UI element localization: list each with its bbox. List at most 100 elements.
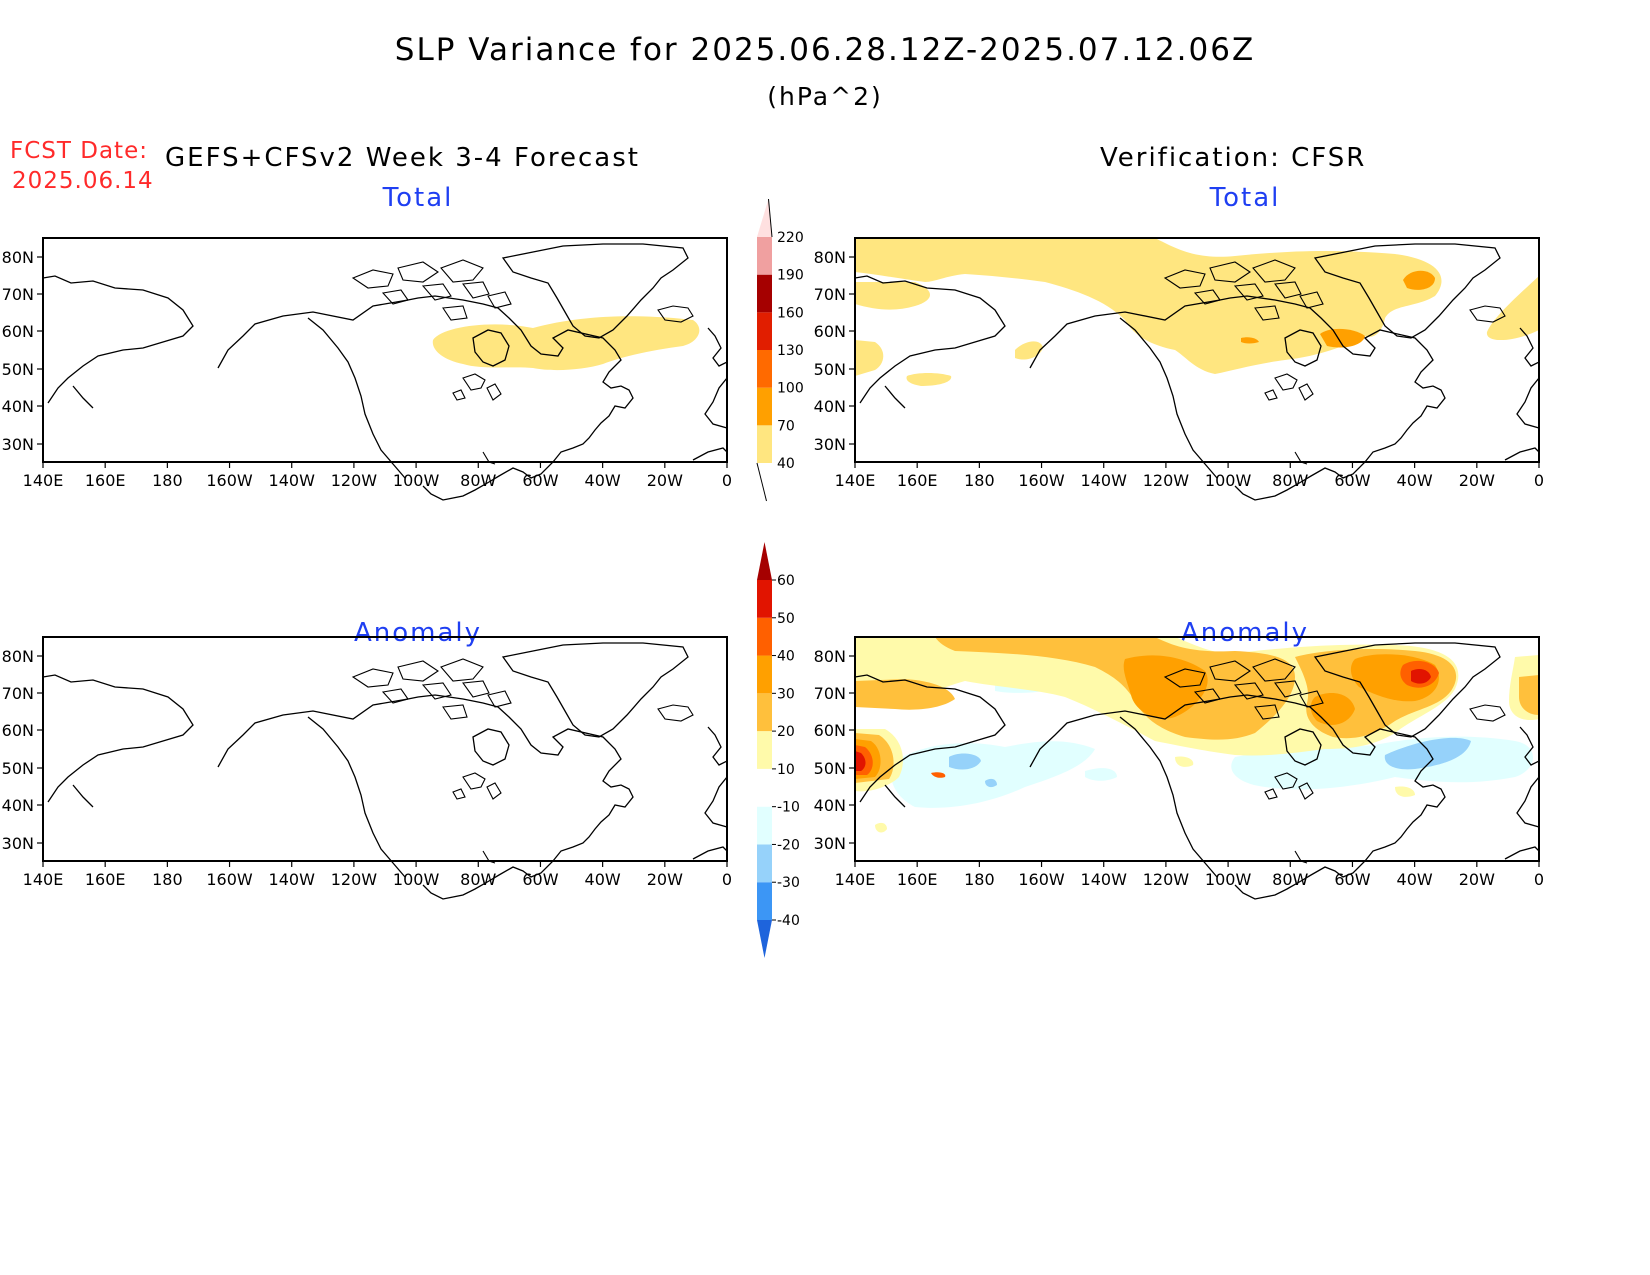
verification-anomaly-title: Anomaly [1180,618,1310,648]
lat-tick-label: 50N [814,360,846,379]
lat-tick-label: 40N [2,397,34,416]
lon-tick-label: 160E [85,471,126,490]
forecast-heading: GEFS+CFSv2 Week 3-4 Forecast [165,143,640,173]
anomaly-negative-5 [949,753,981,770]
lon-tick-label: 160W [206,471,253,490]
colorbar-segment [757,350,772,388]
lon-tick-label: 180 [152,870,183,889]
verification-total-max-3 [1241,337,1259,344]
colorbar-segment [757,425,772,463]
colorbar-segment [757,237,772,275]
lat-tick-label: 80N [2,248,34,267]
lon-tick-label: 40W [585,870,621,889]
lon-tick-label: 0 [722,870,732,889]
colorbar-segment [757,580,772,618]
colorbar-tick-label: 40 [777,456,795,472]
anomaly-positive-20 [935,637,1295,740]
anomaly-colorbar-top-arrow [757,542,772,580]
lon-tick-label: 0 [1534,870,1544,889]
colorbar-segment [757,617,772,656]
lon-tick-label: 140E [23,471,64,490]
verification-total-panel [854,237,1540,501]
lon-tick-label: 0 [722,471,732,490]
forecast-anomaly-title: Anomaly [353,618,483,648]
colorbar-segment [757,693,772,732]
colorbar-tick-label: -40 [777,913,800,929]
lon-tick-label: 20W [647,870,683,889]
lat-tick-label: 80N [814,647,846,666]
lon-tick-label: 180 [964,471,995,490]
lon-tick-label: 100W [393,870,440,889]
anomaly-positive-15 [1175,756,1194,767]
lat-tick-label: 40N [2,796,34,815]
colorbar-segment [757,844,772,883]
lat-tick-label: 30N [2,834,34,853]
lon-tick-label: 40W [1397,471,1433,490]
lat-tick-label: 60N [2,721,34,740]
lat-tick-label: 60N [814,322,846,341]
lon-tick-label: 60W [522,870,558,889]
lon-tick-label: 60W [1334,870,1370,889]
anomaly-positive-51 [855,751,866,771]
anomaly-positive-50 [1411,669,1431,684]
lon-tick-label: 20W [1459,471,1495,490]
forecast-anomaly-panel [42,636,728,900]
verification-total-contour-4 [906,373,952,386]
lon-tick-label: 80W [1272,870,1308,889]
lon-tick-label: 120W [1143,870,1190,889]
lon-tick-label: 100W [1205,471,1252,490]
lon-tick-label: 140W [1081,471,1128,490]
lon-tick-label: 120W [331,471,378,490]
anomaly-positive-small [931,772,946,778]
lon-tick-label: 160W [206,870,253,889]
lat-tick-label: 70N [814,285,846,304]
lon-tick-label: 0 [1534,471,1544,490]
total-colorbar: 40 70 100 130 160 190 220 [756,198,804,502]
anomaly-negative-7 [1384,737,1471,770]
lon-tick-label: 140E [23,870,64,889]
colorbar-tick-label: 70 [777,418,795,434]
lon-tick-label: 160E [897,471,938,490]
lat-tick-label: 70N [2,684,34,703]
lat-tick-label: 60N [814,721,846,740]
lat-tick-label: 50N [814,759,846,778]
colorbar-tick-label: 100 [777,381,804,397]
lat-tick-label: 30N [814,435,846,454]
lon-tick-label: 20W [1459,870,1495,889]
lon-tick-label: 80W [1272,471,1308,490]
figure-units: (hPa^2) [767,82,883,111]
lon-tick-label: 140W [269,471,316,490]
anomaly-negative-6 [985,778,997,788]
colorbar-tick-label: 220 [777,230,804,246]
colorbar-tick-label: -10 [777,800,800,816]
lat-tick-label: 70N [814,684,846,703]
anomaly-positive-24 [1519,675,1539,715]
colorbar-tick-label: 10 [777,762,795,778]
lon-tick-label: 40W [1397,870,1433,889]
lon-tick-label: 140W [1081,870,1128,889]
colorbar-segment [757,274,772,313]
colorbar-segment [757,387,772,426]
lon-tick-label: 180 [964,870,995,889]
verification-total-contour-1 [855,238,1442,374]
colorbar-tick-label: 130 [777,343,804,359]
lon-tick-label: 160W [1018,471,1065,490]
lat-tick-label: 80N [814,248,846,267]
anomaly-positive-14 [1395,786,1415,797]
forecast-total-panel [42,237,728,501]
colorbar-segment [757,312,772,350]
lat-tick-label: 30N [814,834,846,853]
verification-heading: Verification: CFSR [1100,143,1367,173]
lon-tick-label: 60W [1334,471,1370,490]
lat-tick-label: 80N [2,647,34,666]
axes-layer: 80N 70N 60N 50N 40N 30N 140E 160E 180 160W 140W 120… [2,248,1544,889]
colorbar-segment [757,882,772,920]
lon-tick-label: 20W [647,471,683,490]
verification-total-max-1 [1403,270,1435,290]
lat-tick-label: 50N [2,360,34,379]
lat-tick-label: 70N [2,285,34,304]
lon-tick-label: 40W [585,471,621,490]
lon-tick-label: 160E [85,870,126,889]
colorbar-tick-label: 30 [777,686,795,702]
lat-tick-label: 30N [2,435,34,454]
